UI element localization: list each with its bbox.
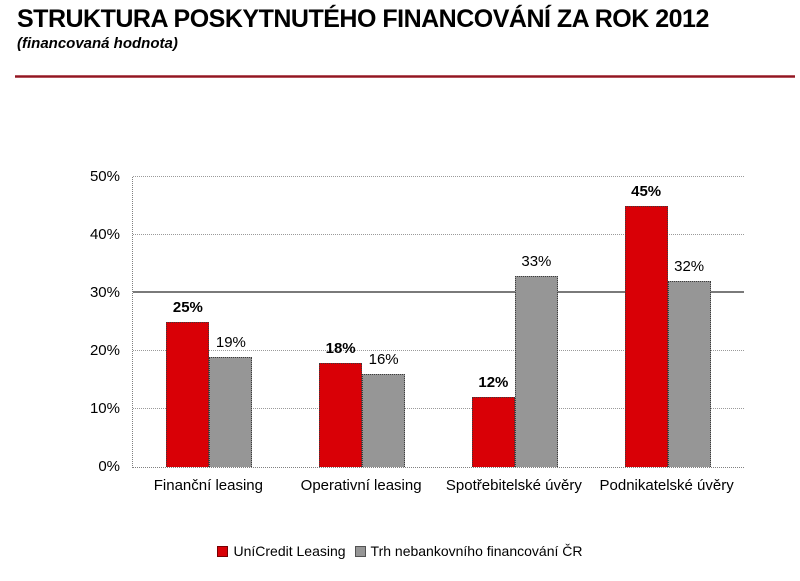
y-tick-label: 40%	[89, 226, 120, 243]
chart-legend: UníCredit Leasing Trh nebankovního financ…	[0, 543, 800, 559]
bar-market-3	[667, 281, 711, 467]
bar-unicredit-0	[166, 322, 210, 467]
bar-value-label: 18%	[325, 339, 356, 357]
y-tick-label: 0%	[98, 458, 120, 475]
bar-value-label: 32%	[674, 258, 705, 276]
legend-swatch-icon	[217, 545, 229, 557]
x-category-label: Finanční leasing	[153, 477, 263, 494]
legend-label: UníCredit Leasing	[233, 543, 346, 559]
y-tick-label: 50%	[89, 168, 120, 185]
legend-label: Trh nebankovního financování ČR	[370, 543, 583, 559]
x-category-label: Spotřebitelské úvěry	[445, 477, 582, 494]
bar-market-1	[362, 374, 406, 467]
bar-value-label: 12%	[478, 374, 509, 392]
gridline-40	[133, 234, 744, 235]
gridline-10	[133, 408, 744, 409]
plot-area: 25% 19% 18% 16% 12% 33% 45% 32%	[132, 176, 744, 468]
gridline-50	[133, 176, 744, 177]
red-divider-line	[15, 75, 795, 78]
legend-item-unicredit: UníCredit Leasing	[217, 543, 346, 559]
bar-value-label: 45%	[631, 183, 662, 200]
bar-market-2	[514, 275, 558, 467]
bar-value-label: 33%	[521, 252, 552, 270]
x-axis-labels: Finanční leasing Operativní leasing Spotře…	[132, 477, 743, 495]
bar-unicredit-2	[471, 397, 515, 467]
bar-value-label: 25%	[172, 299, 203, 316]
legend-swatch-icon	[354, 545, 366, 557]
bar-unicredit-3	[624, 206, 668, 467]
gridline-20	[133, 350, 744, 351]
bar-value-label: 19%	[215, 333, 246, 351]
x-category-label: Podnikatelské úvěry	[599, 477, 734, 494]
bar-unicredit-1	[319, 362, 363, 467]
bar-market-0	[209, 356, 253, 467]
gridline-30	[133, 291, 744, 293]
y-tick-label: 10%	[89, 400, 120, 417]
legend-item-market: Trh nebankovního financování ČR	[354, 543, 583, 559]
page-title: STRUKTURA POSKYTNUTÉHO FINANCOVÁNÍ ZA RO…	[17, 5, 709, 33]
y-tick-label: 30%	[89, 284, 120, 301]
bar-value-label: 16%	[368, 351, 399, 369]
y-axis-labels: 0% 10% 20% 30% 40% 50%	[55, 168, 120, 475]
page-subtitle: (financovaná hodnota)	[17, 35, 178, 52]
x-category-label: Operativní leasing	[300, 477, 422, 494]
y-tick-label: 20%	[89, 342, 120, 359]
